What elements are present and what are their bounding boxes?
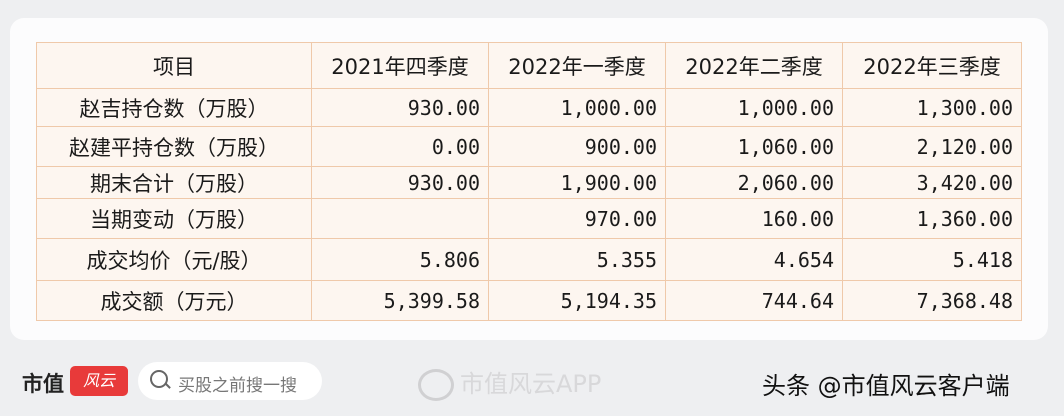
value-cell xyxy=(311,198,489,239)
weibo-icon xyxy=(418,369,454,401)
value-cell: 1,000.00 xyxy=(665,88,843,127)
table-row: 当期变动（万股） 970.00 160.00 1,360.00 xyxy=(36,198,1022,239)
brand-logo-mark: 风云 xyxy=(70,366,128,396)
source-credit: 头条 @市值风云客户端 xyxy=(762,372,1010,400)
row-label: 当期变动（万股） xyxy=(36,198,312,239)
search-placeholder: 买股之前搜一搜 xyxy=(178,376,297,396)
value-cell: 930.00 xyxy=(311,88,489,127)
value-cell: 5.355 xyxy=(488,238,666,281)
watermark: 市值风云APP xyxy=(418,364,601,401)
header-cell: 项目 xyxy=(36,42,312,89)
table-row: 赵建平持仓数（万股） 0.00 900.00 1,060.00 2,120.00 xyxy=(36,126,1022,167)
row-label: 赵建平持仓数（万股） xyxy=(36,126,312,167)
value-cell: 160.00 xyxy=(665,198,843,239)
row-label: 成交额（万元） xyxy=(36,280,312,321)
value-cell: 930.00 xyxy=(311,166,489,199)
value-cell: 5,194.35 xyxy=(488,280,666,321)
content-card: 项目 2021年四季度 2022年一季度 2022年二季度 2022年三季度 赵… xyxy=(10,18,1048,340)
row-label: 期末合计（万股） xyxy=(36,166,312,199)
table-row: 赵吉持仓数（万股） 930.00 1,000.00 1,000.00 1,300.00 xyxy=(36,88,1022,127)
value-cell: 1,000.00 xyxy=(488,88,666,127)
brand-logo-text: 市值 xyxy=(22,372,64,396)
search-icon xyxy=(150,370,168,388)
table-row: 成交额（万元） 5,399.58 5,194.35 744.64 7,368.48 xyxy=(36,280,1022,321)
row-label: 赵吉持仓数（万股） xyxy=(36,88,312,127)
header-cell: 2021年四季度 xyxy=(311,42,489,89)
footer-bar: 市值 风云 买股之前搜一搜 市值风云APP 头条 @市值风云客户端 xyxy=(0,340,1064,416)
table-row: 期末合计（万股） 930.00 1,900.00 2,060.00 3,420.00 xyxy=(36,166,1022,199)
value-cell: 1,060.00 xyxy=(665,126,843,167)
value-cell: 744.64 xyxy=(665,280,843,321)
header-cell: 2022年二季度 xyxy=(665,42,843,89)
value-cell: 1,360.00 xyxy=(842,198,1022,239)
value-cell: 7,368.48 xyxy=(842,280,1022,321)
value-cell: 5.806 xyxy=(311,238,489,281)
value-cell: 4.654 xyxy=(665,238,843,281)
search-box[interactable]: 买股之前搜一搜 xyxy=(138,362,322,400)
row-label: 成交均价（元/股） xyxy=(36,238,312,281)
value-cell: 5,399.58 xyxy=(311,280,489,321)
value-cell: 5.418 xyxy=(842,238,1022,281)
value-cell: 900.00 xyxy=(488,126,666,167)
value-cell: 1,300.00 xyxy=(842,88,1022,127)
header-cell: 2022年一季度 xyxy=(488,42,666,89)
value-cell: 970.00 xyxy=(488,198,666,239)
value-cell: 0.00 xyxy=(311,126,489,167)
value-cell: 2,120.00 xyxy=(842,126,1022,167)
value-cell: 2,060.00 xyxy=(665,166,843,199)
value-cell: 1,900.00 xyxy=(488,166,666,199)
table-row: 成交均价（元/股） 5.806 5.355 4.654 5.418 xyxy=(36,238,1022,281)
holdings-table: 项目 2021年四季度 2022年一季度 2022年二季度 2022年三季度 赵… xyxy=(36,42,1022,321)
value-cell: 3,420.00 xyxy=(842,166,1022,199)
watermark-text: 市值风云APP xyxy=(460,370,602,398)
table-header-row: 项目 2021年四季度 2022年一季度 2022年二季度 2022年三季度 xyxy=(36,42,1022,89)
header-cell: 2022年三季度 xyxy=(842,42,1022,89)
